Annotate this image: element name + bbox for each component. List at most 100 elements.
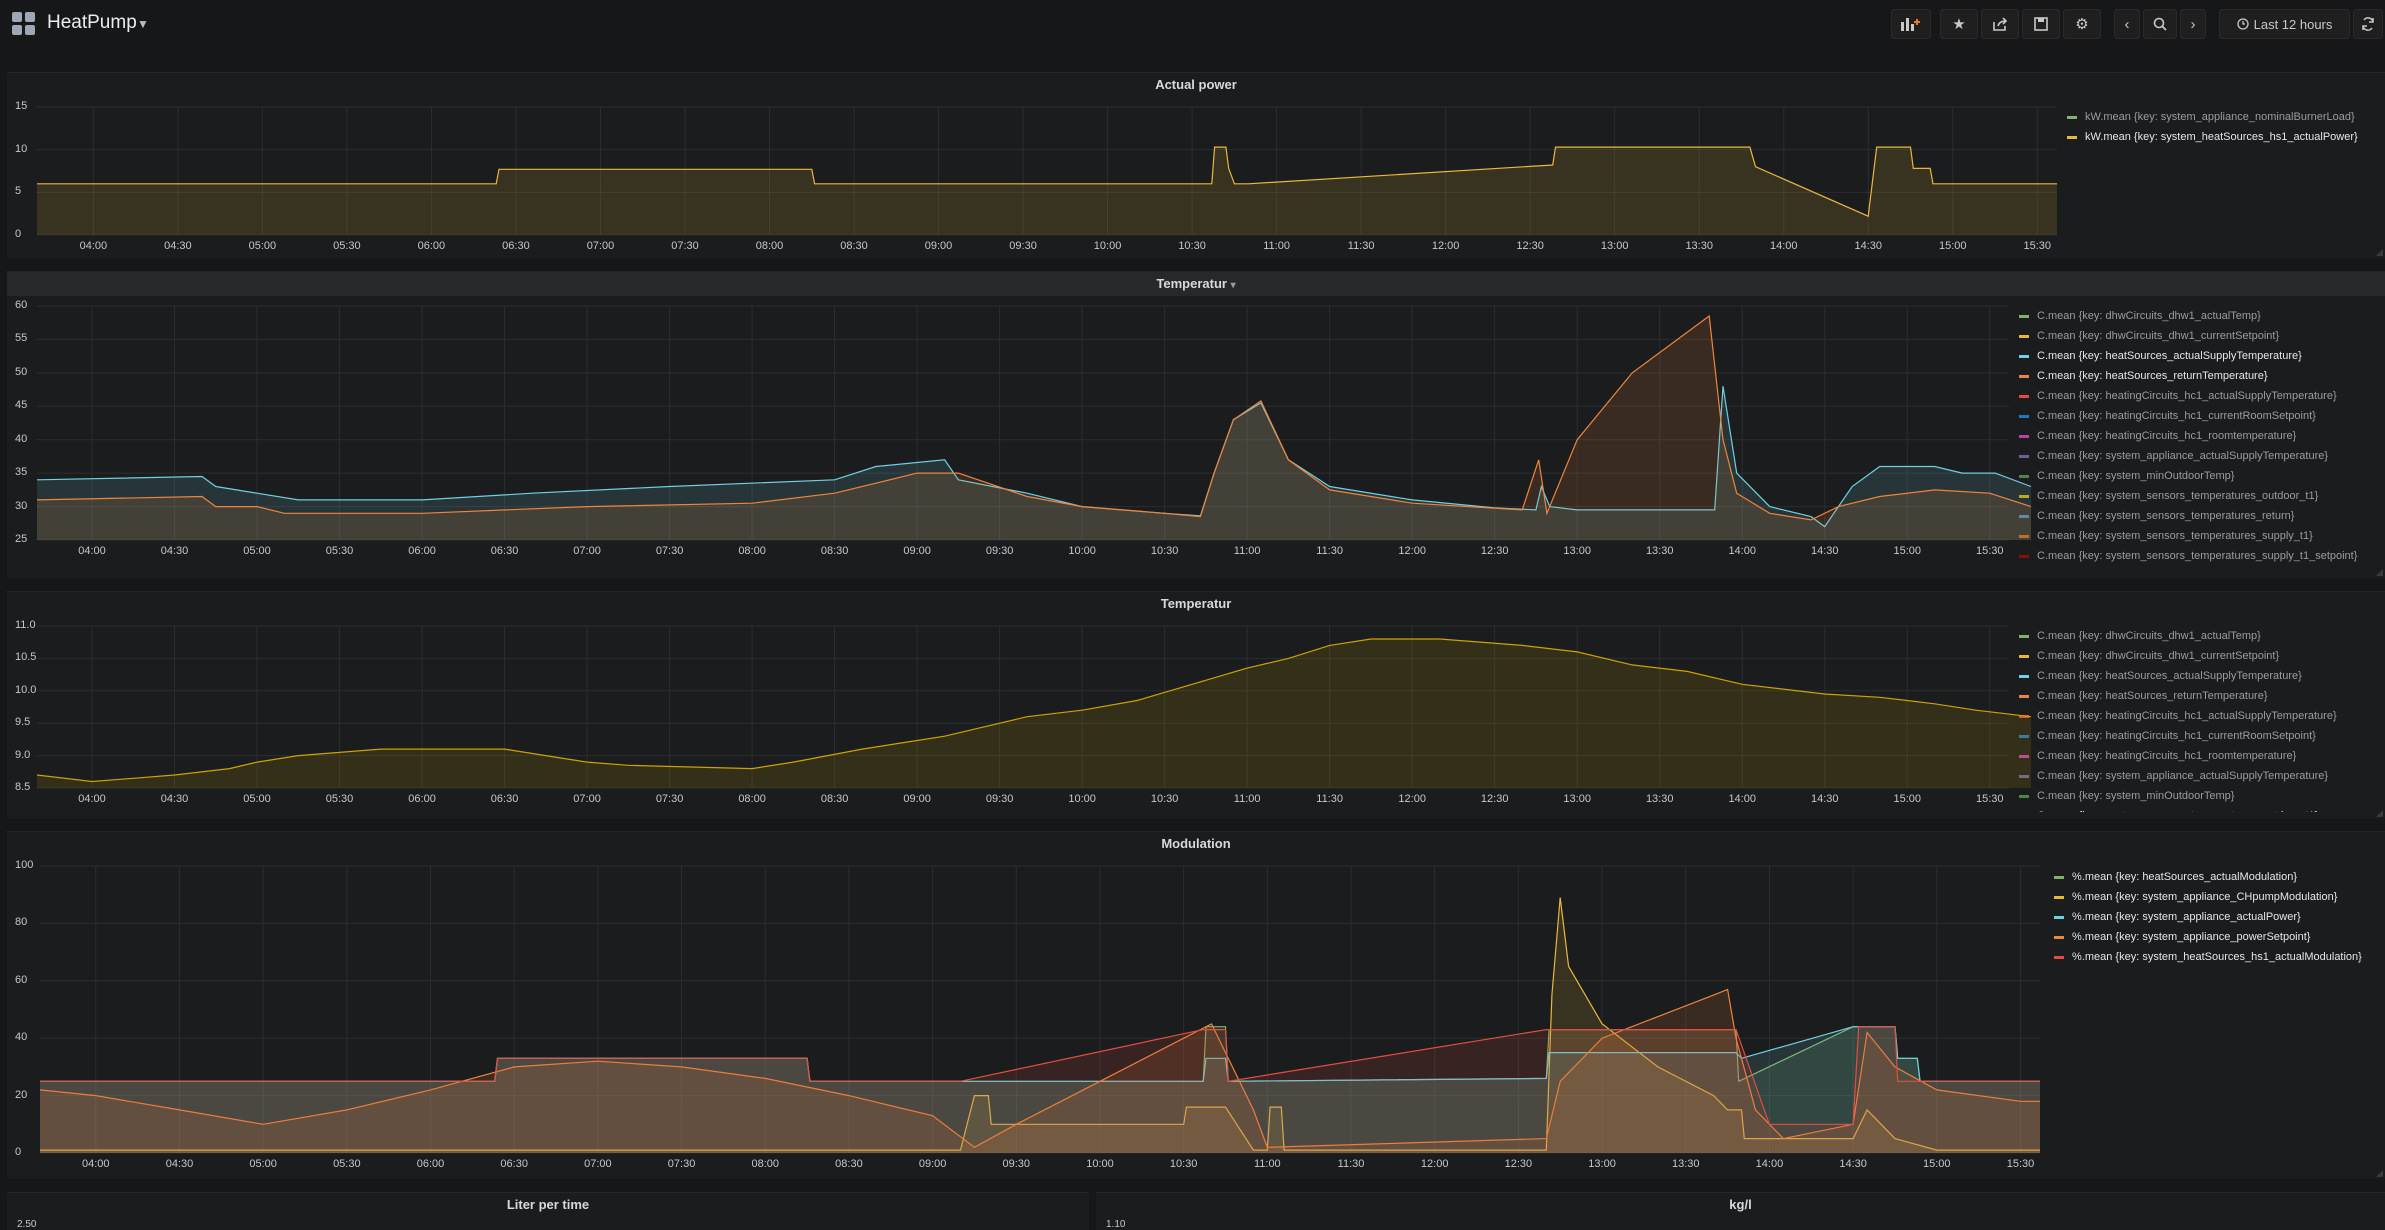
chevron-left-icon: ‹ [2124,15,2130,33]
legend-item[interactable]: C.mean {key: system_appliance_actualSupp… [2019,446,2379,466]
legend-item[interactable]: C.mean {key: system_sensors_temperatures… [2019,526,2379,546]
legend-item[interactable]: C.mean {key: dhwCircuits_dhw1_actualTemp… [2019,626,2379,646]
add-panel-button[interactable] [1891,9,1931,39]
resize-handle[interactable] [2376,1170,2383,1177]
resize-handle[interactable] [2376,810,2383,817]
x-axis-tick: 04:30 [160,793,189,805]
legend-item[interactable]: C.mean {key: heatSources_returnTemperatu… [2019,366,2379,386]
series-area [37,147,2057,235]
chart-plot-area[interactable] [7,73,2067,239]
legend-item[interactable]: C.mean {key: system_minOutdoorTemp} [2019,466,2379,486]
legend-label: C.mean {key: system_sensors_temperatures… [2037,510,2295,522]
legend-item[interactable]: C.mean {key: dhwCircuits_dhw1_currentSet… [2019,326,2379,346]
x-axis-tick: 10:30 [1150,793,1179,805]
x-axis-tick: 05:30 [333,1158,361,1170]
legend-item[interactable]: %.mean {key: system_appliance_CHpumpModu… [2054,887,2384,907]
x-axis-tick: 11:00 [1233,793,1261,805]
y-axis-tick: 1.10 [1106,1219,1126,1230]
x-axis-tick: 09:00 [903,793,931,805]
refresh-button[interactable] [2353,9,2383,39]
chart-plot-area[interactable] [7,592,2032,792]
legend-label: %.mean {key: system_appliance_CHpumpModu… [2072,891,2338,903]
legend-swatch [2019,754,2029,758]
star-button[interactable]: ★ [1940,9,1978,39]
legend-item[interactable]: %.mean {key: system_appliance_actualPowe… [2054,907,2384,927]
y-axis-tick: 2.50 [17,1219,37,1230]
legend-item[interactable]: C.mean {key: system_appliance_actualSupp… [2019,766,2379,786]
legend-item[interactable]: C.mean {key: system_sensors_temperatures… [2019,486,2379,506]
legend-swatch [2019,494,2029,498]
x-axis-tick: 14:30 [1810,793,1839,805]
legend-item[interactable]: %.mean {key: system_heatSources_hs1_actu… [2054,947,2384,967]
panel-title[interactable]: Actual power [1155,77,1237,92]
legend-item[interactable]: kW.mean {key: system_heatSources_hs1_act… [2067,127,2377,147]
zoom-out-button[interactable] [2143,9,2177,39]
series-line [37,146,2057,218]
legend-item[interactable]: C.mean {key: heatingCircuits_hc1_roomtem… [2019,746,2379,766]
chart-plot-area[interactable] [7,272,2032,544]
dashboard-title[interactable]: HeatPump [47,12,137,33]
time-back-button[interactable]: ‹ [2114,9,2140,39]
panel-title[interactable]: kg/l [1729,1197,1752,1212]
legend-label: %.mean {key: system_appliance_actualPowe… [2072,911,2301,923]
legend-item[interactable]: C.mean {key: heatSources_returnTemperatu… [2019,686,2379,706]
settings-button[interactable]: ⚙ [2063,9,2101,39]
legend-swatch [2019,394,2029,398]
x-axis-tick: 07:00 [584,1158,612,1170]
time-forward-button[interactable]: › [2180,9,2206,39]
legend-item[interactable]: C.mean {key: heatSources_actualSupplyTem… [2019,346,2379,366]
legend-swatch [2054,955,2064,959]
clock-icon [2236,18,2249,30]
x-axis-tick: 06:00 [416,1158,445,1170]
legend-item[interactable]: C.mean {key: heatSources_actualSupplyTem… [2019,666,2379,686]
resize-handle[interactable] [2376,249,2383,256]
legend-item[interactable]: C.mean {key: system_sensors_temperatures… [2019,806,2379,812]
y-axis-tick: 40 [15,1031,28,1044]
panel-modulation: Modulation %.mean {key: heatSources_actu… [7,831,2385,1179]
resize-handle[interactable] [2376,569,2383,576]
gear-icon: ⚙ [2075,16,2089,33]
legend-label: C.mean {key: heatingCircuits_hc1_roomtem… [2037,750,2297,762]
chart-plot-area[interactable] [7,832,2050,1157]
legend-item[interactable]: kW.mean {key: system_appliance_nominalBu… [2067,107,2377,127]
x-axis-tick: 12:00 [1398,793,1426,805]
panel-title[interactable]: Temperatur ▾ [7,272,2385,296]
legend-swatch [2019,534,2029,538]
x-axis-tick: 09:30 [985,545,1014,557]
dashboard-grid-icon[interactable] [12,12,36,36]
x-axis-tick: 12:00 [1431,240,1460,252]
legend-item[interactable]: C.mean {key: system_sensors_temperatures… [2019,546,2379,566]
legend-item[interactable]: C.mean {key: heatingCircuits_hc1_roomtem… [2019,426,2379,446]
x-axis-tick: 12:00 [1420,1158,1449,1170]
legend-item[interactable]: %.mean {key: system_appliance_powerSetpo… [2054,927,2384,947]
x-axis-tick: 13:00 [1563,545,1591,557]
share-button[interactable] [1981,9,2019,39]
legend-label: C.mean {key: dhwCircuits_dhw1_actualTemp… [2037,630,2261,642]
y-axis-tick: 25 [15,533,28,545]
legend-item[interactable]: C.mean {key: dhwCircuits_dhw1_currentSet… [2019,646,2379,666]
legend-label: C.mean {key: heatingCircuits_hc1_current… [2037,730,2316,742]
panel-title[interactable]: Liter per time [506,1197,590,1212]
chevron-down-icon[interactable]: ▼ [137,17,149,31]
legend-swatch [2019,674,2029,678]
legend-item[interactable]: %.mean {key: heatSources_actualModulatio… [2054,867,2384,887]
save-button[interactable] [2022,9,2060,39]
y-axis-tick: 15 [15,100,28,112]
panel-kg-per-l: kg/l 1.10 [1096,1192,2385,1230]
panel-title[interactable]: Modulation [1161,836,1231,851]
legend-item[interactable]: C.mean {key: heatingCircuits_hc1_current… [2019,406,2379,426]
legend-item[interactable]: C.mean {key: dhwCircuits_dhw1_actualTemp… [2019,306,2379,326]
legend-label: C.mean {key: heatingCircuits_hc1_roomtem… [2037,430,2297,442]
x-axis-tick: 08:00 [738,545,766,557]
zoom-out-icon [2153,17,2167,31]
legend-item[interactable]: C.mean {key: system_minOutdoorTemp} [2019,786,2379,806]
x-axis-tick: 08:30 [820,545,849,557]
series-area [40,1026,2040,1153]
legend-item[interactable]: C.mean {key: heatingCircuits_hc1_actualS… [2019,706,2379,726]
legend-item[interactable]: C.mean {key: system_sensors_temperatures… [2019,506,2379,526]
legend-item[interactable]: C.mean {key: heatingCircuits_hc1_current… [2019,726,2379,746]
panel-title[interactable]: Temperatur [1160,596,1232,611]
legend-label: C.mean {key: system_sensors_temperatures… [2037,550,2358,562]
time-picker-button[interactable]: Last 12 hours [2219,9,2350,39]
legend-item[interactable]: C.mean {key: heatingCircuits_hc1_actualS… [2019,386,2379,406]
